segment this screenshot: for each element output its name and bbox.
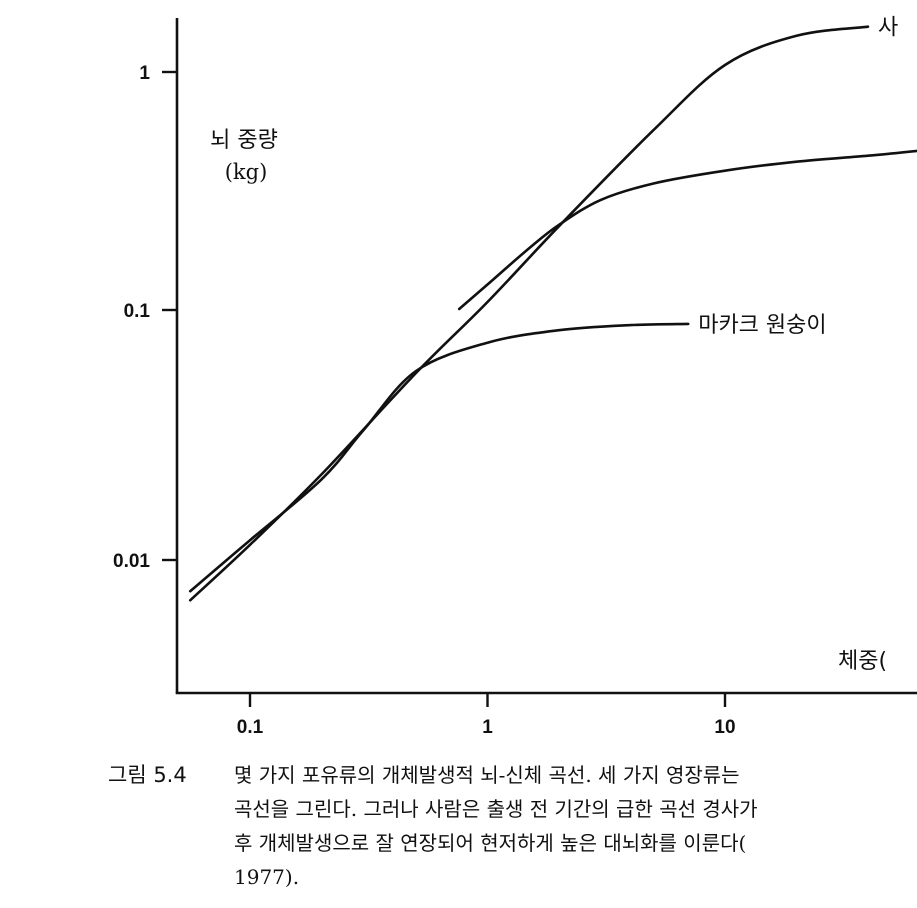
y-tick-label: 0.01 <box>113 551 150 572</box>
series-label: 마카크 원숭이 <box>698 313 826 338</box>
axes <box>175 18 917 695</box>
caption-label: 그림 5.4 <box>108 763 187 787</box>
y-axis-unit: (kg) <box>225 160 268 184</box>
y-axis-label: 뇌 중량 <box>210 128 278 153</box>
x-ticks: 0.1 1 10 <box>237 693 736 738</box>
series-line-macaque <box>188 322 690 593</box>
caption-line: 곡선을 그린다. 그러나 사람은 출생 전 기간의 급한 곡선 경사가 <box>234 797 758 821</box>
y-tick-label: 1 <box>139 63 150 84</box>
caption-body: 몇 가지 포유류의 개체발생적 뇌-신체 곡선. 세 가지 영장류는 곡선을 그… <box>234 758 917 894</box>
series-line-middle <box>457 149 917 311</box>
x-tick-label: 10 <box>714 717 735 738</box>
x-tick-label: 1 <box>482 717 493 738</box>
caption-line: 1977). <box>234 865 300 889</box>
x-axis-label: 체중( <box>838 649 887 674</box>
curves <box>188 25 917 602</box>
caption-line: 몇 가지 포유류의 개체발생적 뇌-신체 곡선. 세 가지 영장류는 <box>234 763 740 787</box>
caption-line: 후 개체발생으로 잘 연장되어 현저하게 높은 대뇌화를 이룬다( <box>234 831 747 855</box>
y-tick-label: 0.1 <box>124 301 151 322</box>
y-ticks: 0.01 0.1 1 <box>113 63 177 572</box>
x-tick-label: 0.1 <box>237 717 264 738</box>
series-label: 사 <box>878 16 898 41</box>
